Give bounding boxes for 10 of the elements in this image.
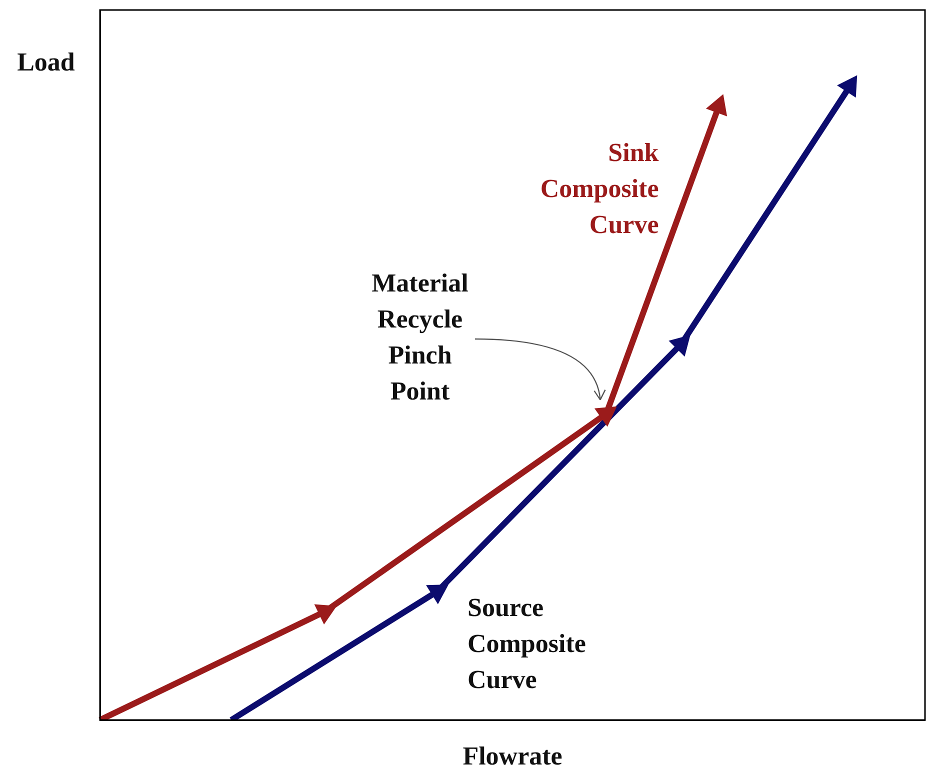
point: [594, 406, 617, 427]
annotation: Material Recycle Pinch Point: [372, 268, 468, 406]
series-label: Sink Composite Curve: [540, 138, 660, 240]
point: [426, 584, 449, 604]
series-label: Source Composite Curve: [468, 593, 586, 694]
point: [314, 604, 337, 625]
point: [668, 334, 690, 357]
x-axis-title: Flowrate: [462, 742, 562, 771]
point: [837, 75, 858, 98]
y-axis-title: Load: [17, 48, 76, 77]
